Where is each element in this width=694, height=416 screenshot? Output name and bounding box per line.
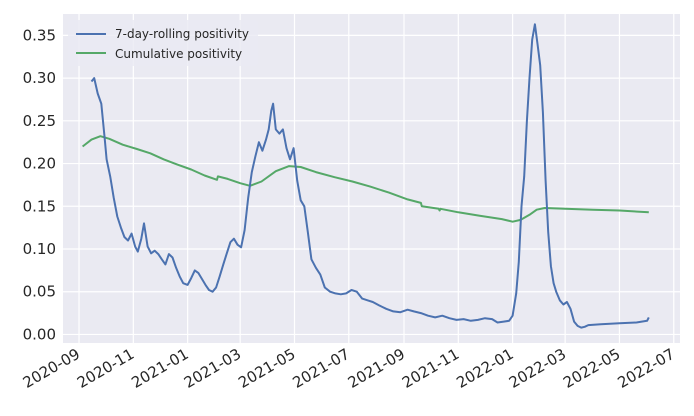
x-tick-label: 2022-05 <box>560 345 623 392</box>
legend-label-rolling: 7-day-rolling positivity <box>115 27 249 41</box>
y-tick-label: 0.25 <box>23 112 56 130</box>
y-tick-label: 0.35 <box>23 26 56 44</box>
legend: 7-day-rolling positivity Cumulative posi… <box>68 20 258 66</box>
x-tick-label: 2022-07 <box>614 345 677 392</box>
y-tick-label: 0.15 <box>23 197 56 215</box>
x-tick-label: 2021-09 <box>345 345 408 392</box>
y-tick-label: 0.00 <box>23 325 56 343</box>
x-tick-label: 2021-01 <box>128 345 191 392</box>
x-tick-label: 2021-11 <box>399 345 462 392</box>
y-tick-label: 0.10 <box>23 240 56 258</box>
x-tick-label: 2020-11 <box>74 345 137 392</box>
x-tick-label: 2022-03 <box>506 345 569 392</box>
x-tick-label: 2020-09 <box>20 345 83 392</box>
x-tick-label: 2021-05 <box>235 345 298 392</box>
x-tick-label: 2021-07 <box>290 345 353 392</box>
x-tick-label: 2022-01 <box>453 345 516 392</box>
y-tick-label: 0.05 <box>23 283 56 301</box>
legend-box <box>68 20 258 66</box>
y-tick-label: 0.20 <box>23 155 56 173</box>
plot-background <box>63 14 680 343</box>
x-tick-label: 2021-03 <box>181 345 244 392</box>
y-tick-label: 0.30 <box>23 69 56 87</box>
legend-label-cumulative: Cumulative positivity <box>115 47 242 61</box>
series-lines <box>81 23 650 329</box>
series-rolling-positivity <box>90 23 650 329</box>
